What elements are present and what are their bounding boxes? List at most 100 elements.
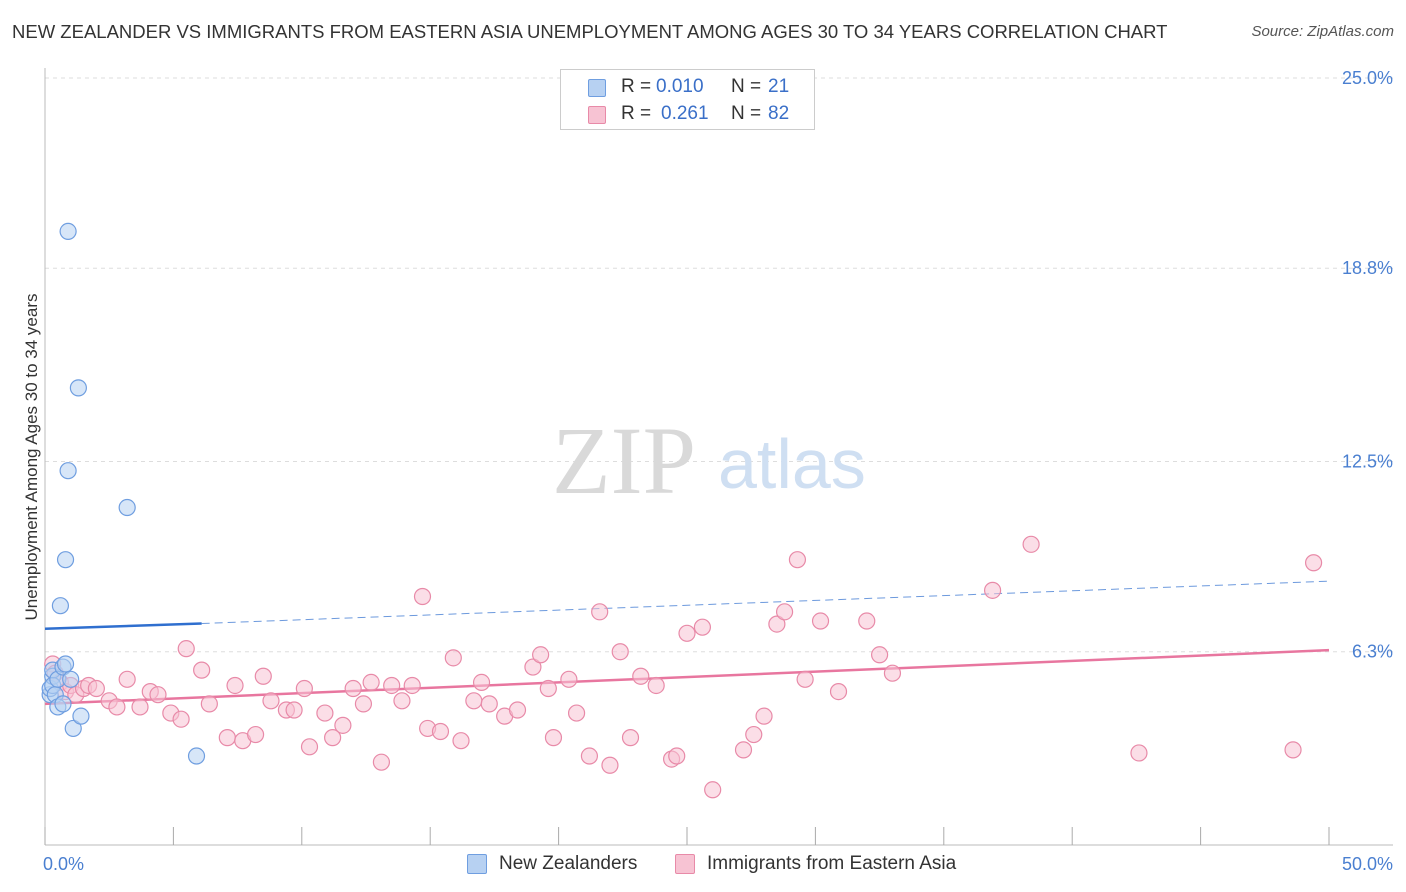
legend-n-label: N = xyxy=(731,76,762,97)
legend-swatch-blue xyxy=(467,854,487,874)
immigrants-point xyxy=(788,551,807,569)
new-zealanders-trend-extension xyxy=(201,580,1330,624)
immigrants-point xyxy=(354,695,373,713)
immigrants-point xyxy=(745,725,763,744)
immigrants-point xyxy=(539,679,557,698)
immigrants-point xyxy=(1022,535,1040,553)
points-layer xyxy=(41,222,1323,799)
immigrants-point xyxy=(567,704,586,722)
legend-box: R = 0.010 N = 21 R = 0.261 N = 82 xyxy=(560,69,815,130)
axes-layer xyxy=(44,68,1393,846)
y-tick-label: 12.5% xyxy=(1342,452,1393,472)
immigrants-point xyxy=(362,673,380,691)
immigrants-point xyxy=(254,667,272,685)
immigrants-point xyxy=(393,692,411,710)
watermark: ZIP atlas xyxy=(552,407,866,514)
watermark-atlas: atlas xyxy=(718,425,866,503)
legend-r-value: 0.261 xyxy=(661,103,709,124)
immigrants-point xyxy=(465,692,483,710)
immigrants-point xyxy=(775,603,794,621)
immigrants-point xyxy=(621,729,640,747)
immigrants-point xyxy=(413,587,432,606)
immigrants-point xyxy=(983,581,1002,599)
immigrants-point xyxy=(560,670,578,688)
immigrants-point xyxy=(452,732,470,750)
new-zealanders-point xyxy=(59,222,77,240)
immigrants-point xyxy=(108,698,126,716)
immigrants-point xyxy=(1130,744,1148,762)
legend-n-value: 21 xyxy=(768,76,790,97)
bottom-legend-label: New Zealanders xyxy=(499,853,638,874)
immigrants-point xyxy=(226,676,244,695)
immigrants-trend-line xyxy=(44,648,1330,706)
immigrants-point xyxy=(647,676,665,695)
immigrants-point xyxy=(172,710,190,728)
immigrants-point xyxy=(704,781,722,799)
y-axis-label: Unemployment Among Ages 30 to 34 years xyxy=(22,294,41,621)
immigrants-point xyxy=(246,725,265,744)
immigrants-point xyxy=(768,615,786,633)
immigrants-point xyxy=(632,667,650,685)
immigrants-point xyxy=(444,649,462,667)
immigrants-point xyxy=(811,612,830,630)
immigrants-point xyxy=(668,747,686,765)
immigrants-point xyxy=(118,670,136,688)
new-zealanders-point xyxy=(62,670,80,688)
immigrants-point xyxy=(883,664,902,682)
new-zealanders-point xyxy=(51,597,70,615)
immigrants-point xyxy=(472,673,491,691)
immigrants-point xyxy=(372,753,391,771)
immigrants-point xyxy=(508,701,527,719)
legend-row-new-zealanders: R = 0.010 N = 21 xyxy=(561,73,814,101)
immigrants-point xyxy=(870,646,889,664)
immigrants-point xyxy=(403,676,421,695)
chart-source: Source: ZipAtlas.com xyxy=(1251,23,1394,40)
immigrants-point xyxy=(383,676,401,695)
new-zealanders-point xyxy=(59,462,77,480)
immigrants-point xyxy=(544,729,563,747)
grid-layer xyxy=(45,77,1393,653)
legend-row-immigrants-eastern-asia: R = 0.261 N = 82 xyxy=(561,100,814,128)
x-tick-label: 50.0% xyxy=(1342,854,1393,874)
immigrants-point xyxy=(734,741,753,759)
immigrants-point xyxy=(262,692,280,710)
immigrants-point xyxy=(285,701,303,719)
y-tick-label: 18.8% xyxy=(1342,258,1393,278)
immigrants-point xyxy=(755,707,773,725)
legend-r-value: 0.010 xyxy=(656,76,704,97)
new-zealanders-point xyxy=(187,747,206,765)
immigrants-point xyxy=(829,682,848,701)
legend-n-value: 82 xyxy=(768,103,790,124)
immigrants-point xyxy=(344,679,362,698)
immigrants-point xyxy=(177,640,195,658)
new-zealanders-trend-line xyxy=(44,622,202,630)
immigrants-point xyxy=(480,695,498,713)
legend-swatch-blue xyxy=(588,79,606,97)
immigrants-point xyxy=(591,603,609,621)
legend-n-label: N = xyxy=(731,103,762,124)
new-zealanders-point xyxy=(72,707,90,725)
immigrants-point xyxy=(316,704,334,722)
immigrants-point xyxy=(1304,554,1323,572)
legend-swatch-pink xyxy=(675,854,695,874)
watermark-zip: ZIP xyxy=(552,407,696,514)
immigrants-point xyxy=(193,661,211,679)
immigrants-point xyxy=(796,670,814,688)
immigrants-point xyxy=(1284,741,1302,759)
new-zealanders-point xyxy=(56,655,75,673)
immigrants-point xyxy=(334,716,352,734)
x-tick-label: 0.0% xyxy=(43,854,84,874)
y-tick-label: 6.3% xyxy=(1352,642,1393,662)
legend-r-label: R = xyxy=(621,76,652,97)
immigrants-point xyxy=(324,729,342,747)
immigrants-point xyxy=(300,738,319,756)
immigrants-point xyxy=(693,618,712,636)
immigrants-point xyxy=(431,722,450,741)
immigrants-point xyxy=(532,646,550,664)
trend-layer xyxy=(44,580,1330,706)
new-zealanders-point xyxy=(56,551,75,569)
bottom-legend-label: Immigrants from Eastern Asia xyxy=(707,853,957,874)
immigrants-point xyxy=(524,658,542,676)
immigrants-point xyxy=(218,729,236,747)
